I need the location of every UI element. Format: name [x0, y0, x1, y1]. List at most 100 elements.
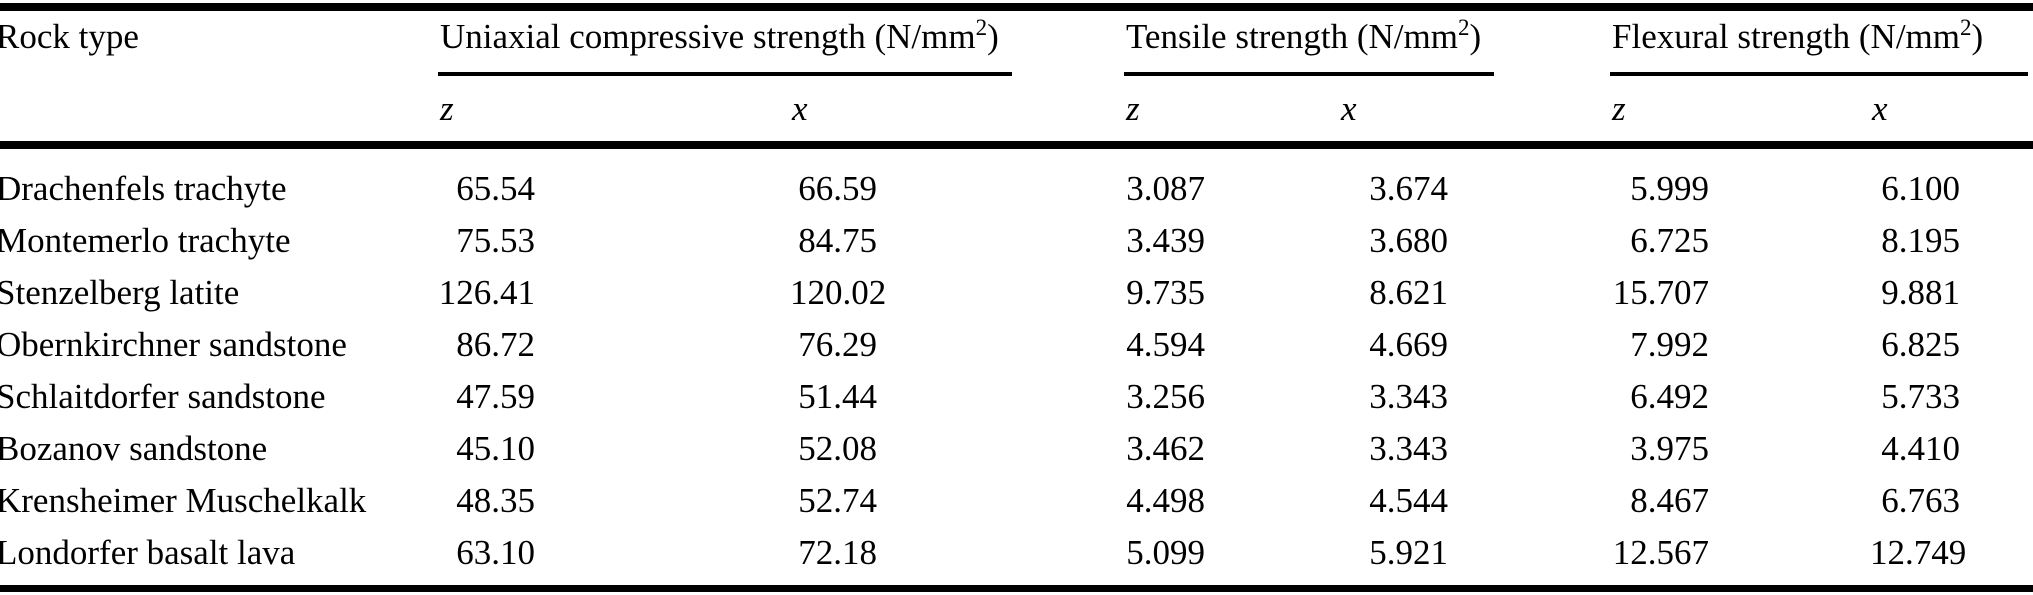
superscript-2: 2: [1960, 15, 1972, 40]
value-cell-flexural-x: 5.733: [1881, 377, 1960, 416]
table-top-rule: [0, 3, 2033, 11]
column-gap: [1494, 11, 1610, 72]
group-underline-tensile: [1124, 72, 1494, 76]
column-gap: [1494, 475, 1610, 527]
column-gap: [2028, 267, 2033, 319]
value-cell-tensile-z: 5.099: [1126, 533, 1205, 572]
subheader-flexural-z: z: [1612, 88, 1626, 128]
table-row: Londorfer basalt lava 63.10 72.18 5.099 …: [0, 527, 2033, 579]
value-cell-uniaxial-z: 65.54: [456, 169, 535, 208]
value-cell-flexural-x: 12.749: [1870, 533, 1967, 572]
subheader-tensile-x: x: [1341, 88, 1357, 128]
group-header-tensile-text: Tensile strength (N/mm: [1126, 17, 1458, 56]
column-gap: [1012, 475, 1124, 527]
value-cell-tensile-x: 3.680: [1369, 221, 1448, 260]
group-header-flexural-close: ): [1971, 17, 1984, 56]
column-gap: [1494, 371, 1610, 423]
column-gap: [1012, 11, 1124, 72]
column-gap: [0, 76, 438, 141]
rock-name-cell: Stenzelberg latite: [0, 273, 240, 312]
table-row: Schlaitdorfer sandstone 47.59 51.44 3.25…: [0, 371, 2033, 423]
subheader-tensile-z: z: [1126, 88, 1140, 128]
value-cell-flexural-x: 9.881: [1881, 273, 1960, 312]
column-gap: [1494, 76, 1610, 141]
rock-name-cell: Londorfer basalt lava: [0, 533, 296, 572]
table-header-row: Rock type Uniaxial compressive strength …: [0, 11, 2033, 72]
rock-strength-table: Rock type Uniaxial compressive strength …: [0, 3, 2033, 592]
group-header-flexural: Flexural strength (N/mm2): [1610, 11, 2028, 72]
value-cell-tensile-z: 3.439: [1126, 221, 1205, 260]
column-gap: [2028, 163, 2033, 215]
column-gap: [2028, 215, 2033, 267]
value-cell-uniaxial-x: 52.08: [798, 429, 877, 468]
value-cell-tensile-x: 5.921: [1369, 533, 1448, 572]
value-cell-tensile-z: 9.735: [1126, 273, 1205, 312]
column-gap: [1494, 423, 1610, 475]
value-cell-flexural-z: 6.492: [1630, 377, 1709, 416]
value-cell-uniaxial-z: 63.10: [456, 533, 535, 572]
table-subheader-row: z x z x z x: [0, 76, 2033, 141]
table-row: Obernkirchner sandstone 86.72 76.29 4.59…: [0, 319, 2033, 371]
table-row: Montemerlo trachyte 75.53 84.75 3.439 3.…: [0, 215, 2033, 267]
rock-name-cell: Drachenfels trachyte: [0, 169, 287, 208]
subheader-flexural-x: x: [1872, 88, 1888, 128]
value-cell-tensile-z: 3.462: [1126, 429, 1205, 468]
subheader-uniaxial-x: x: [792, 88, 808, 128]
column-gap: [1012, 215, 1124, 267]
column-gap: [1012, 163, 1124, 215]
group-header-tensile: Tensile strength (N/mm2): [1124, 11, 1494, 72]
column-gap: [2028, 527, 2033, 579]
column-gap: [1012, 527, 1124, 579]
value-cell-tensile-x: 4.669: [1369, 325, 1448, 364]
rock-name-cell: Obernkirchner sandstone: [0, 325, 347, 364]
superscript-2: 2: [1457, 15, 1470, 40]
table-mid-rule: [0, 141, 2033, 149]
superscript-2: 2: [975, 15, 988, 40]
column-gap: [2028, 319, 2033, 371]
group-header-uniaxial: Uniaxial compressive strength (N/mm2): [438, 11, 1012, 72]
value-cell-tensile-x: 3.343: [1369, 377, 1448, 416]
value-cell-uniaxial-x: 51.44: [798, 377, 877, 416]
column-gap: [1012, 423, 1124, 475]
value-cell-flexural-z: 12.567: [1612, 533, 1709, 572]
value-cell-flexural-z: 7.992: [1630, 325, 1709, 364]
column-header-rock-type: Rock type: [0, 17, 139, 56]
value-cell-uniaxial-x: 84.75: [798, 221, 877, 260]
group-underline-uniaxial: [438, 72, 1012, 76]
column-gap: [1012, 371, 1124, 423]
table-row: Krensheimer Muschelkalk 48.35 52.74 4.49…: [0, 475, 2033, 527]
value-cell-flexural-x: 6.100: [1881, 169, 1960, 208]
column-gap: [1012, 76, 1124, 141]
group-header-uniaxial-close: ): [987, 17, 999, 56]
value-cell-tensile-x: 8.621: [1369, 273, 1448, 312]
value-cell-tensile-z: 4.594: [1126, 325, 1205, 364]
value-cell-uniaxial-x: 52.74: [798, 481, 877, 520]
group-header-uniaxial-text: Uniaxial compressive strength (N/mm: [440, 17, 976, 56]
value-cell-tensile-x: 3.674: [1369, 169, 1448, 208]
column-gap: [2028, 423, 2033, 475]
value-cell-uniaxial-x: 76.29: [798, 325, 877, 364]
spacer: [0, 149, 2033, 163]
value-cell-uniaxial-x: 72.18: [798, 533, 877, 572]
value-cell-uniaxial-z: 48.35: [456, 481, 535, 520]
value-cell-uniaxial-z: 45.10: [456, 429, 535, 468]
column-gap: [1494, 215, 1610, 267]
value-cell-tensile-z: 3.256: [1126, 377, 1205, 416]
column-gap: [1494, 267, 1610, 319]
value-cell-flexural-z: 6.725: [1630, 221, 1709, 260]
column-gap: [2028, 76, 2033, 141]
subheader-uniaxial-z: z: [440, 88, 454, 128]
value-cell-flexural-z: 15.707: [1612, 273, 1709, 312]
rock-name-cell: Schlaitdorfer sandstone: [0, 377, 326, 416]
value-cell-tensile-z: 3.087: [1126, 169, 1205, 208]
column-gap: [1012, 319, 1124, 371]
value-cell-uniaxial-x: 66.59: [798, 169, 877, 208]
value-cell-flexural-x: 6.825: [1881, 325, 1960, 364]
column-gap: [1012, 267, 1124, 319]
value-cell-uniaxial-z: 126.41: [438, 273, 535, 312]
column-gap: [1494, 527, 1610, 579]
group-underline-row: [0, 72, 2033, 76]
value-cell-uniaxial-z: 86.72: [456, 325, 535, 364]
table-row: Stenzelberg latite 126.41 120.02 9.735 8…: [0, 267, 2033, 319]
